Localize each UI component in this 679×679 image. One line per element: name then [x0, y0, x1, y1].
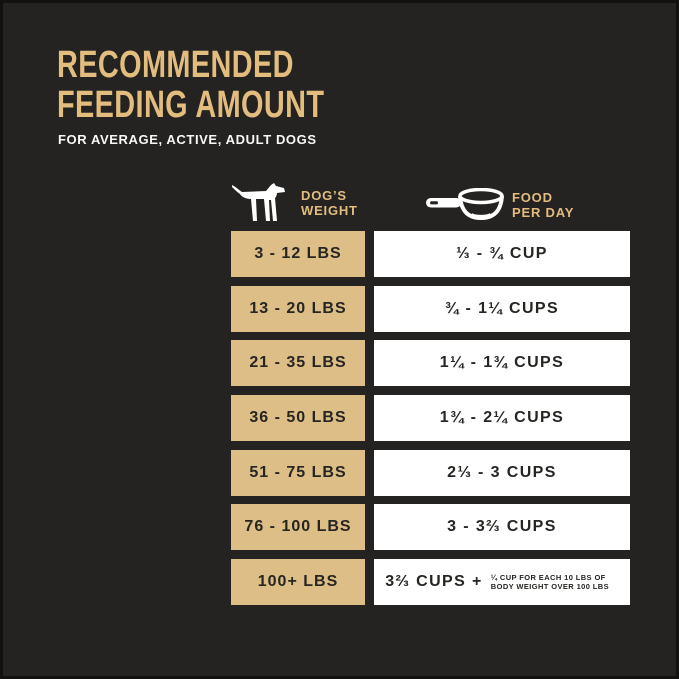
table-row: 51 - 75 LBS 2⅓ - 3 CUPS: [231, 449, 630, 496]
weight-cell: 21 - 35 LBS: [231, 340, 365, 387]
weight-cell: 51 - 75 LBS: [231, 449, 365, 496]
food-amount: 3⅔ CUPS +: [385, 573, 483, 591]
table-row: 36 - 50 LBS 1¾ - 2¼ CUPS: [231, 395, 630, 442]
weight-cell: 3 - 12 LBS: [231, 231, 365, 277]
food-amount: 1¼ - 1¾ CUPS: [439, 354, 565, 372]
page-subtitle: FOR AVERAGE, ACTIVE, ADULT DOGS: [58, 132, 317, 147]
table-row: 76 - 100 LBS 3 - 3⅔ CUPS: [231, 504, 630, 551]
column-header-dogs-weight: DOG’S WEIGHT: [230, 181, 373, 225]
food-amount: 3 - 3⅔ CUPS: [447, 518, 557, 536]
weight-cell: 76 - 100 LBS: [231, 504, 365, 551]
page-title-line1: RECOMMENDED: [57, 44, 294, 86]
food-cell: 3 - 3⅔ CUPS: [374, 504, 630, 551]
weight-cell: 100+ LBS: [231, 559, 365, 606]
page-title: RECOMMENDED FEEDING AMOUNT: [57, 45, 324, 125]
table-row: 21 - 35 LBS 1¼ - 1¾ CUPS: [231, 340, 630, 387]
food-amount: 1¾ - 2¼ CUPS: [439, 409, 565, 427]
weight-cell: 36 - 50 LBS: [231, 395, 365, 442]
column-header-food-per-day-label: FOOD PER DAY: [512, 190, 575, 220]
food-cell: ⅓ - ¾ CUP: [374, 231, 630, 277]
column-header-dogs-weight-label: DOG’S WEIGHT: [301, 188, 358, 218]
food-cell: 2⅓ - 3 CUPS: [374, 449, 630, 496]
table-row: 100+ LBS 3⅔ CUPS + ¼ CUP FOR EACH 10 LBS…: [231, 559, 630, 606]
weight-cell: 13 - 20 LBS: [231, 285, 365, 332]
food-amount: ⅓ - ¾ CUP: [456, 245, 548, 262]
feeding-table: 3 - 12 LBS ⅓ - ¾ CUP 13 - 20 LBS ¾ - 1¼ …: [231, 231, 630, 606]
food-note: ¼ CUP FOR EACH 10 LBS OF BODY WEIGHT OVE…: [490, 573, 609, 592]
food-cell: 1¾ - 2¼ CUPS: [374, 395, 630, 442]
dog-icon: [232, 183, 285, 221]
table-row: 3 - 12 LBS ⅓ - ¾ CUP: [231, 231, 630, 277]
food-amount: 2⅓ - 3 CUPS: [447, 463, 557, 481]
food-amount: ¾ - 1¼ CUPS: [444, 299, 560, 317]
page-title-line2: FEEDING AMOUNT: [57, 84, 325, 126]
food-cell: ¾ - 1¼ CUPS: [374, 285, 630, 332]
food-cell: 1¼ - 1¾ CUPS: [374, 340, 630, 387]
column-header-food-per-day: FOOD PER DAY: [426, 187, 584, 223]
food-cell: 3⅔ CUPS + ¼ CUP FOR EACH 10 LBS OF BODY …: [374, 559, 630, 606]
measuring-cup-icon: [426, 188, 504, 221]
table-row: 13 - 20 LBS ¾ - 1¼ CUPS: [231, 285, 630, 332]
